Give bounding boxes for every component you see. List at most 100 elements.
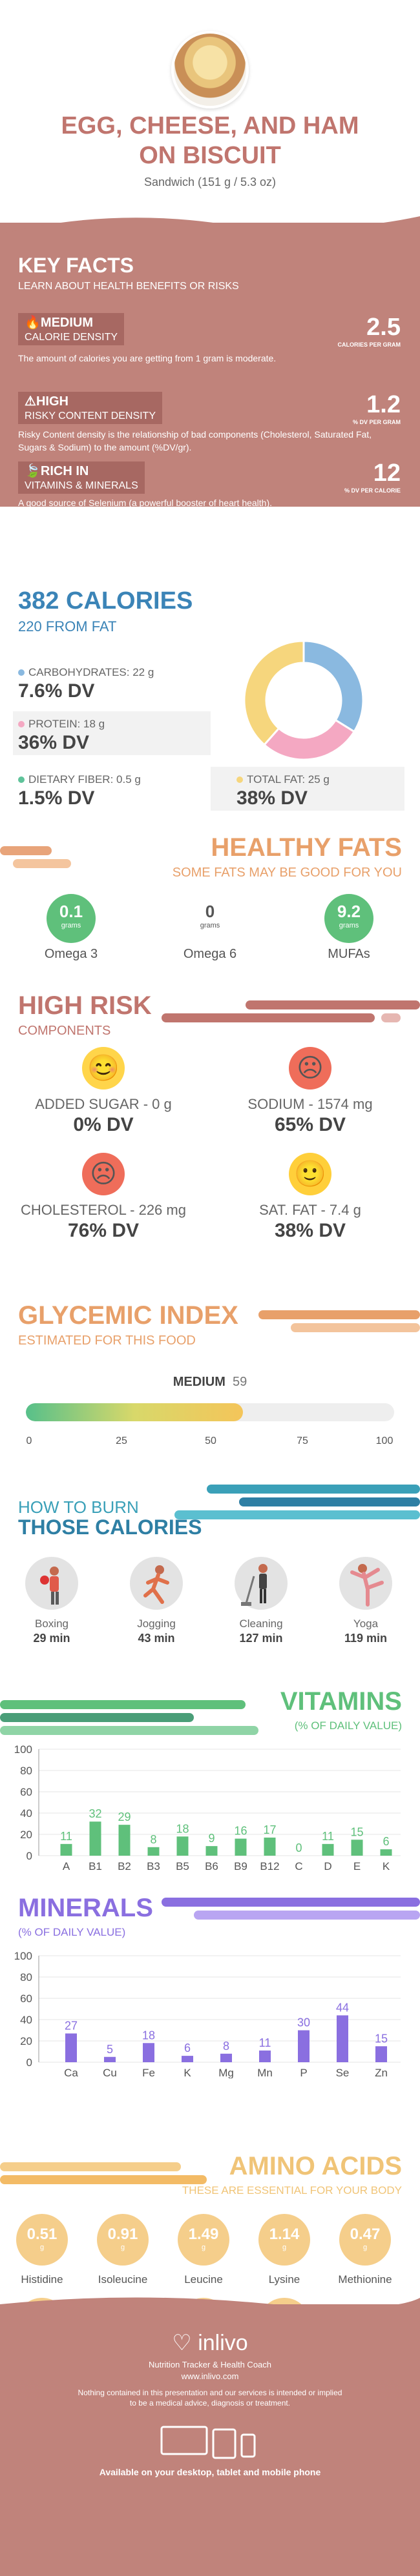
- y-tick-label: 80: [20, 1765, 32, 1777]
- risky-content-value: 1.2: [366, 391, 401, 418]
- sodium-dv: 65% DV: [274, 1114, 346, 1135]
- bar-E: [351, 1840, 363, 1856]
- sad-face-icon: ☹: [289, 1047, 331, 1090]
- x-tick-D: D: [324, 1860, 331, 1872]
- x-tick-B3: B3: [147, 1860, 160, 1872]
- y-tick-label: 40: [20, 2014, 32, 2026]
- y-tick-label: 60: [20, 1786, 32, 1798]
- omega3-unit: grams: [61, 922, 81, 929]
- footer-url[interactable]: www.inlivo.com: [181, 2371, 239, 2381]
- data-label-K: 6: [383, 1835, 389, 1848]
- omega6-label: Omega 6: [183, 947, 237, 961]
- amino-value: 0.47: [350, 2226, 381, 2243]
- stripe-decoration: [0, 2162, 181, 2171]
- mufas-circle: 9.2 grams: [324, 894, 373, 943]
- data-label-B9: 16: [234, 1825, 247, 1838]
- stripe-decoration: [381, 1013, 401, 1022]
- mufas-unit: grams: [339, 922, 359, 929]
- stripe-decoration: [0, 1713, 194, 1722]
- data-label-D: 11: [322, 1830, 334, 1843]
- sat-fat-dv: 38% DV: [274, 1220, 346, 1241]
- gi-tick-25: 25: [116, 1435, 127, 1446]
- bar-Fe: [143, 2043, 154, 2062]
- glycemic-fill: [26, 1403, 244, 1421]
- bar-B6: [205, 1846, 218, 1856]
- yoga-time: 119 min: [344, 1632, 388, 1645]
- x-tick-Mn: Mn: [257, 2067, 273, 2078]
- x-tick-C: C: [295, 1860, 302, 1872]
- vitamins-title: VITAMINS: [280, 1687, 402, 1716]
- bar-B12: [264, 1837, 276, 1856]
- bar-B1: [89, 1821, 101, 1856]
- amino-label: Lysine: [268, 2273, 300, 2286]
- data-label-B5: 18: [176, 1822, 189, 1835]
- data-label-B1: 32: [89, 1807, 101, 1820]
- healthy-fats-section: HEALTHY FATS SOME FATS MAY BE GOOD FOR Y…: [0, 829, 420, 984]
- y-tick-label: 40: [20, 1807, 32, 1820]
- bar-B5: [176, 1836, 189, 1856]
- amino-unit: g: [282, 2244, 287, 2251]
- bar-B2: [118, 1825, 131, 1856]
- high-risk-title: HIGH RISK: [18, 991, 152, 1020]
- amino-unit: g: [39, 2244, 45, 2251]
- bar-Zn: [375, 2046, 387, 2062]
- vitamins-bar-chart: 02040608010011A32B129B28B318B59B616B917B…: [14, 1743, 401, 1872]
- jogging-time: 43 min: [138, 1632, 175, 1645]
- fiber-dot: [18, 776, 25, 783]
- glycemic-subtitle: ESTIMATED FOR THIS FOOD: [18, 1334, 196, 1348]
- serving-size: Sandwich (151 g / 5.3 oz): [143, 176, 277, 188]
- rich-in-tag: 🍃RICH IN VITAMINS & MINERALS: [18, 461, 145, 494]
- risky-content-tag: ⚠HIGH RISKY CONTENT DENSITY: [18, 392, 162, 424]
- data-label-K: 6: [184, 2042, 191, 2054]
- food-image: [171, 31, 249, 108]
- cholesterol-label: CHOLESTEROL - 226 mg: [21, 1202, 186, 1218]
- macro-carbohydrates: CARBOHYDRATES: 22 g 7.6% DV: [18, 666, 154, 702]
- amino-unit: g: [120, 2244, 125, 2251]
- fat-dv: 38% DV: [236, 787, 308, 809]
- y-tick-label: 20: [20, 1829, 32, 1841]
- x-tick-Se: Se: [336, 2067, 350, 2078]
- bar-K: [182, 2056, 193, 2062]
- calorie-density-tag: 🔥MEDIUM CALORIE DENSITY: [18, 313, 125, 345]
- y-tick-label: 60: [20, 1993, 32, 2005]
- data-label-B12: 17: [263, 1823, 276, 1836]
- macro-donut-chart: [243, 640, 364, 761]
- amino-section: AMINO ACIDS THESE ARE ESSENTIAL FOR YOUR…: [0, 2149, 420, 2369]
- high-risk-section: HIGH RISK COMPONENTS 😊 ADDED SUGAR - 0 g…: [0, 988, 420, 1284]
- amino-circle: 0.51 g: [16, 2214, 68, 2266]
- footer-brand[interactable]: ♡ inlivo: [0, 2330, 420, 2356]
- stripe-decoration: [0, 1726, 258, 1735]
- jogging-figure: [143, 1565, 169, 1604]
- x-tick-Fe: Fe: [142, 2067, 155, 2078]
- stripe-decoration: [239, 1497, 420, 1506]
- y-tick-label: 20: [20, 2035, 32, 2047]
- gi-tick-75: 75: [297, 1435, 308, 1446]
- bar-B3: [147, 1847, 160, 1856]
- data-label-Fe: 18: [142, 2029, 155, 2042]
- bar-Cu: [104, 2056, 116, 2062]
- amino-circle: 0.47 g: [339, 2214, 391, 2266]
- data-label-B6: 9: [208, 1832, 215, 1845]
- calorie-density-level: MEDIUM: [40, 316, 94, 330]
- heart-icon: ♡: [172, 2331, 192, 2355]
- calorie-density-label: CALORIE DENSITY: [25, 332, 118, 343]
- y-tick-label: 80: [20, 1971, 32, 1983]
- data-label-Zn: 15: [375, 2032, 388, 2045]
- amino-unit: g: [201, 2244, 206, 2251]
- vitamins-section: VITAMINS (% OF DAILY VALUE) 0 20 40 60 80 100…: [0, 1678, 420, 1923]
- boxing-label: Boxing: [35, 1618, 68, 1630]
- fiber-label: DIETARY FIBER: 0.5 g: [28, 773, 141, 786]
- donut-slice-protein: [262, 718, 356, 761]
- x-tick-Ca: Ca: [64, 2067, 78, 2078]
- stripe-decoration: [258, 1310, 420, 1319]
- cleaning-time: 127 min: [239, 1632, 283, 1645]
- boxing-icon: [25, 1557, 78, 1610]
- data-label-Cu: 5: [107, 2043, 113, 2056]
- data-label-P: 30: [297, 2016, 310, 2029]
- cleaning-label: Cleaning: [239, 1618, 283, 1630]
- face-glyph: 😊: [87, 1054, 120, 1082]
- y-tick-label: 0: [26, 1850, 32, 1862]
- stripe-decoration: [13, 859, 71, 868]
- y-tick-label: 100: [14, 1743, 32, 1756]
- cleaning-icon: [235, 1557, 288, 1610]
